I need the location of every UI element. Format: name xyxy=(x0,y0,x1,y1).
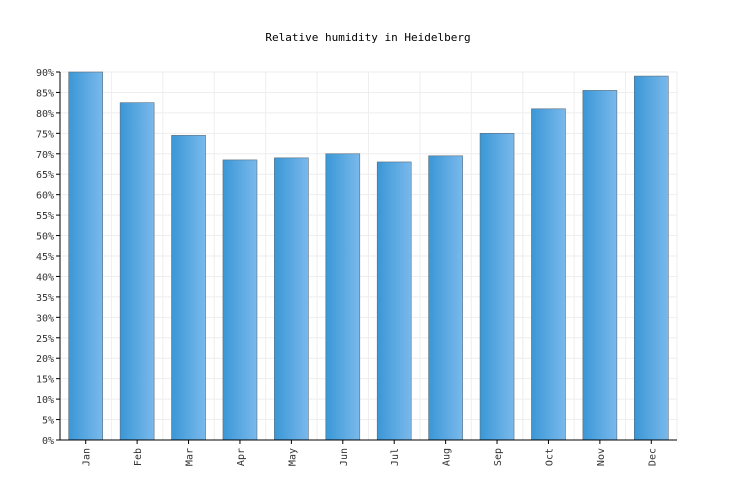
y-tick-label: 65% xyxy=(36,170,54,181)
x-tick-label: Jul xyxy=(390,448,401,466)
bar-may xyxy=(274,157,309,441)
x-tick-label: Jun xyxy=(339,448,350,466)
x-tick-label: Sep xyxy=(493,448,504,466)
y-tick-label: 15% xyxy=(36,375,54,386)
bar-aug xyxy=(428,155,463,441)
y-tick-label: 5% xyxy=(42,416,54,427)
y-tick-label: 75% xyxy=(36,129,54,140)
x-tick-label: Jan xyxy=(82,448,93,466)
y-tick-label: 0% xyxy=(42,436,54,447)
bar-jul xyxy=(376,161,412,441)
bar-jun xyxy=(325,153,361,441)
y-tick-label: 40% xyxy=(36,272,54,283)
y-tick-label: 90% xyxy=(36,68,54,79)
y-tick-label: 20% xyxy=(36,354,54,365)
bar-feb xyxy=(119,102,155,441)
y-tick-labels: 0% 5% 10% 15% 20% 25% 30% 35% 40% 45% 50% 55% 60% 65%… xyxy=(36,68,54,447)
x-tick-label: Aug xyxy=(442,448,453,466)
y-tick-label: 10% xyxy=(36,395,54,406)
x-tick-label: Nov xyxy=(596,448,607,466)
bar-sep xyxy=(479,133,515,441)
x-tick-label: Apr xyxy=(236,448,247,466)
y-tick-label: 60% xyxy=(36,191,54,202)
bar-apr xyxy=(222,159,258,441)
y-tick-label: 25% xyxy=(36,334,54,345)
y-tick-label: 35% xyxy=(36,293,54,304)
bar-jan xyxy=(68,71,104,441)
x-tick-label: May xyxy=(287,448,298,466)
bar-dec xyxy=(633,75,669,441)
y-tick-label: 70% xyxy=(36,150,54,161)
y-tick-label: 85% xyxy=(36,88,54,99)
bars xyxy=(68,71,669,441)
bar-mar xyxy=(171,135,206,441)
x-tick-label: Dec xyxy=(647,448,658,466)
grid-lines xyxy=(59,71,678,441)
bar-nov xyxy=(582,90,618,441)
x-tick-label: Feb xyxy=(133,448,144,466)
y-tick-label: 55% xyxy=(36,211,54,222)
y-tick-label: 50% xyxy=(36,232,54,243)
y-tick-label: 80% xyxy=(36,109,54,120)
bar-oct xyxy=(531,108,566,441)
y-tick-label: 45% xyxy=(36,252,54,263)
chart-title: Relative humidity in Heidelberg xyxy=(265,31,470,44)
x-tick-label: Mar xyxy=(185,448,196,466)
axes xyxy=(56,71,677,444)
x-tick-labels: Jan Feb Mar Apr May Jun Jul Aug Sep Oct Nov Dec xyxy=(82,448,659,466)
y-tick-label: 30% xyxy=(36,313,54,324)
x-tick-label: Oct xyxy=(544,448,555,466)
